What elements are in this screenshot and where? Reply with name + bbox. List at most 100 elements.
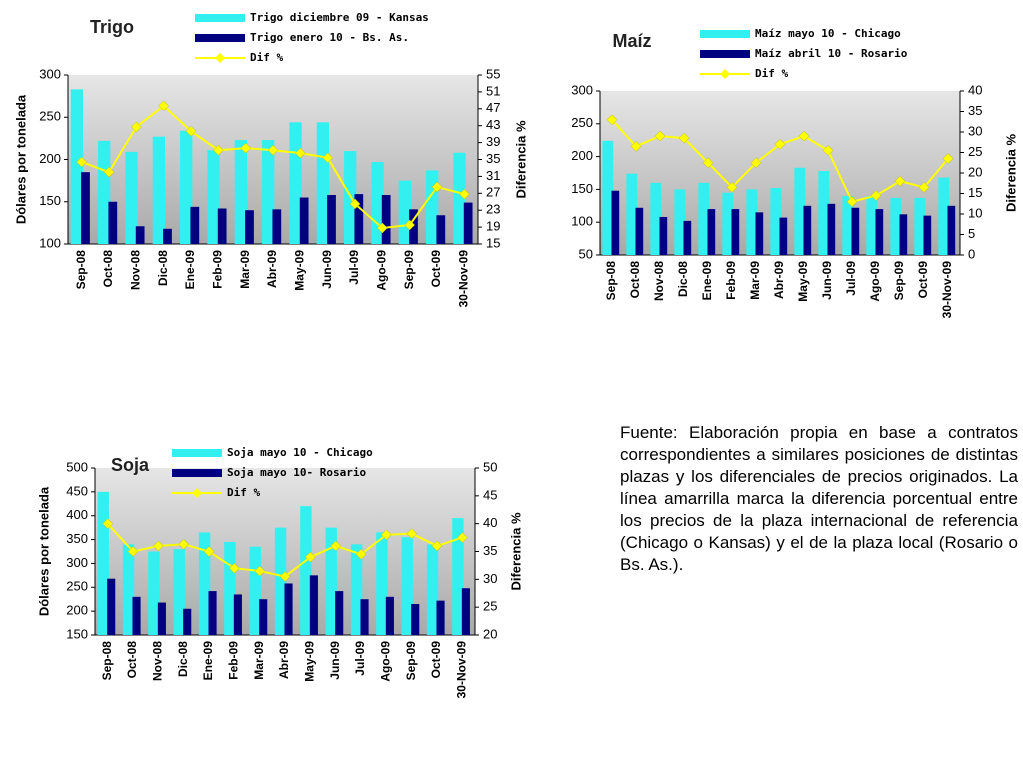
y-tick-label: 450 (66, 483, 88, 498)
x-tick-label: May-09 (293, 250, 307, 291)
x-tick-label: 30-Nov-09 (455, 641, 469, 699)
line-marker (254, 565, 266, 577)
bar (309, 575, 318, 635)
bar (794, 167, 806, 255)
bar (851, 207, 860, 255)
bar (452, 518, 464, 635)
y2-tick-label: 45 (483, 487, 497, 502)
bar (409, 209, 418, 244)
y2-tick-label: 31 (486, 168, 500, 183)
bar (947, 205, 956, 255)
line-marker (870, 190, 882, 201)
bar (157, 602, 166, 635)
x-tick-label: Mar-09 (252, 641, 266, 680)
line-marker (630, 140, 642, 152)
bar (122, 544, 135, 635)
bar (132, 596, 141, 635)
bar (827, 203, 836, 255)
legend-swatch (195, 34, 245, 42)
bar (173, 549, 185, 635)
y2-tick-label: 35 (968, 103, 982, 118)
bar (611, 190, 620, 255)
x-tick-label: Abr-09 (277, 641, 291, 679)
bar (180, 130, 193, 244)
y-tick-label: 100 (571, 214, 593, 229)
legend-label: Dif % (755, 67, 788, 80)
bar (890, 197, 902, 255)
line-marker (103, 166, 115, 178)
legend-label: Maíz abril 10 - Rosario (755, 47, 908, 60)
x-tick-label: Feb-09 (211, 250, 225, 289)
line-marker (846, 196, 858, 208)
line-marker (894, 175, 906, 187)
chart-title: Maíz (612, 31, 651, 51)
line-marker (212, 144, 224, 156)
line-marker (654, 130, 666, 142)
bar (299, 197, 309, 244)
y-tick-label: 300 (571, 82, 593, 97)
legend-label: Maíz mayo 10 - Chicago (755, 27, 901, 40)
x-tick-label: Sep-08 (604, 261, 618, 301)
x-tick-label: Sep-08 (74, 250, 88, 290)
bar (217, 208, 227, 244)
legend-swatch (195, 14, 245, 22)
bar (108, 201, 118, 244)
line-marker (798, 130, 810, 142)
y-tick-label: 200 (39, 151, 61, 166)
line-marker (918, 181, 930, 193)
chart-title: Trigo (90, 17, 134, 37)
line-marker (606, 114, 618, 126)
line-marker (750, 157, 762, 169)
legend-label: Trigo enero 10 - Bs. As. (250, 31, 409, 44)
bar (224, 541, 236, 635)
bar (183, 608, 192, 635)
line-marker (130, 121, 142, 133)
x-tick-label: Sep-09 (404, 641, 418, 681)
legend-swatch (172, 469, 222, 477)
y-tick-label: 150 (39, 193, 61, 208)
bar (125, 151, 138, 244)
bar (722, 192, 734, 255)
x-tick-label: Ene-09 (201, 641, 215, 681)
bar (190, 206, 200, 244)
bar (97, 491, 109, 635)
line-marker (404, 219, 416, 231)
x-tick-label: Ago-09 (868, 261, 882, 302)
x-tick-label: Oct-09 (916, 261, 930, 299)
x-tick-label: Sep-08 (100, 641, 114, 681)
x-tick-label: 30-Nov-09 (940, 261, 954, 319)
y2-tick-label: 50 (483, 459, 497, 474)
bar (325, 527, 337, 635)
legend-marker (215, 53, 225, 63)
x-tick-label: Abr-09 (265, 250, 279, 288)
bar (411, 603, 420, 635)
x-tick-label: Feb-09 (227, 641, 241, 680)
bar (284, 583, 293, 635)
y2-tick-label: 20 (968, 164, 982, 179)
x-tick-label: Nov-08 (652, 261, 666, 301)
bar (626, 173, 638, 255)
bar (300, 506, 312, 635)
x-tick-label: Ago-09 (375, 250, 389, 291)
line-marker (127, 546, 139, 557)
bar (245, 210, 254, 244)
bar (707, 209, 716, 255)
x-tick-label: 30-Nov-09 (457, 250, 471, 308)
x-tick-label: Oct-09 (429, 250, 443, 288)
line-marker (942, 153, 954, 165)
bar (731, 209, 740, 255)
legend-label: Trigo diciembre 09 - Kansas (250, 11, 429, 24)
x-tick-label: Dic-08 (156, 250, 170, 286)
x-tick-label: Ene-09 (183, 250, 197, 290)
x-tick-label: Jun-09 (820, 261, 834, 300)
bar (842, 195, 854, 255)
y-tick-label: 150 (66, 626, 88, 641)
y2-tick-label: 40 (968, 82, 982, 97)
x-tick-label: Jun-09 (320, 250, 334, 289)
bar (259, 599, 268, 635)
x-tick-label: Mar-09 (238, 250, 252, 289)
legend-swatch (700, 50, 750, 58)
line-marker (294, 147, 306, 159)
y2-tick-label: 35 (486, 151, 500, 166)
x-tick-label: Sep-09 (402, 250, 416, 290)
